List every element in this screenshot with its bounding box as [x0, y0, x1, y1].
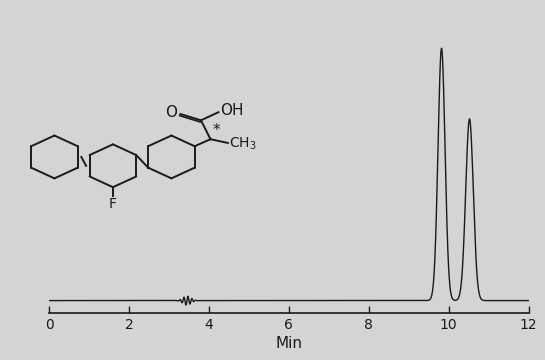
Text: F: F: [109, 197, 117, 211]
Text: CH$_3$: CH$_3$: [229, 136, 257, 152]
Text: OH: OH: [220, 103, 244, 118]
Text: O: O: [165, 105, 177, 120]
X-axis label: Min: Min: [275, 336, 302, 351]
Text: *: *: [213, 123, 221, 138]
